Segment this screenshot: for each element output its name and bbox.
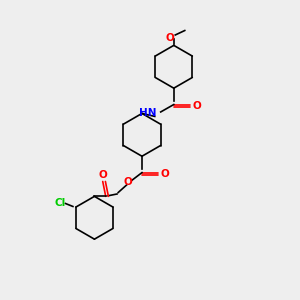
- Text: O: O: [160, 169, 169, 179]
- Text: O: O: [192, 101, 201, 111]
- Text: O: O: [166, 33, 175, 43]
- Text: O: O: [124, 177, 132, 187]
- Text: HN: HN: [139, 108, 157, 118]
- Text: Cl: Cl: [55, 198, 66, 208]
- Text: O: O: [98, 170, 107, 180]
